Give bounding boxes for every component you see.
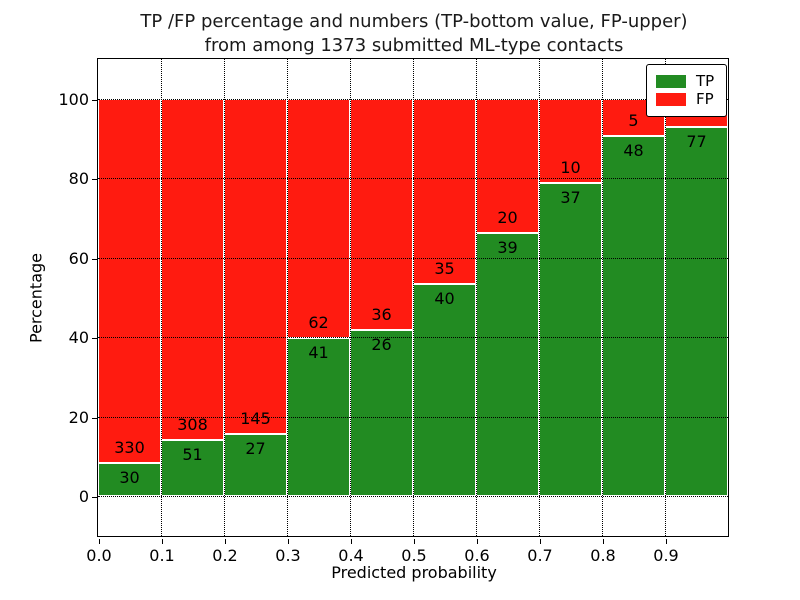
tp-count-label: 39 (497, 238, 518, 258)
y-tick-label: 20 (68, 407, 89, 427)
x-tick-label: 0.5 (401, 546, 427, 565)
y-tick-label: 80 (68, 169, 89, 189)
x-tick-mark (288, 539, 290, 544)
x-tick-label: 0.3 (275, 546, 301, 565)
x-tick-label: 0.6 (464, 546, 490, 565)
x-tick-label: 0.0 (86, 546, 112, 565)
tp-count-label: 51 (182, 444, 203, 464)
x-axis-label: Predicted probability (331, 563, 497, 582)
y-tick-mark (92, 179, 97, 181)
fp-bar-segment (413, 98, 476, 285)
vertical-gridline (287, 59, 288, 536)
tp-count-label: 26 (371, 334, 392, 354)
bars-layer (98, 59, 728, 536)
y-tick-mark (92, 497, 97, 499)
vertical-gridline (161, 59, 162, 536)
tp-count-label: 27 (245, 438, 266, 458)
y-tick-mark (92, 338, 97, 340)
fp-count-label: 10 (560, 158, 581, 178)
y-tick-mark (92, 99, 97, 101)
y-tick-label: 60 (68, 248, 89, 268)
vertical-gridline (224, 59, 225, 536)
x-tick-label: 0.8 (590, 546, 616, 565)
chart-title: TP /FP percentage and numbers (TP-bottom… (99, 10, 729, 58)
x-tick-label: 0.1 (149, 546, 175, 565)
x-tick-label: 0.7 (527, 546, 553, 565)
legend: TP FP (646, 64, 728, 117)
grid-layer (98, 59, 728, 536)
x-tick-mark (225, 539, 227, 544)
x-tick-label: 0.2 (212, 546, 238, 565)
x-tick-mark (351, 539, 353, 544)
x-tick-mark (414, 539, 416, 544)
plot-area: 3303030851145276241362635402039103754867… (97, 58, 729, 537)
vertical-gridline (602, 59, 603, 536)
tp-count-label: 48 (623, 141, 644, 161)
x-tick-mark (540, 539, 542, 544)
tp-count-label: 40 (434, 289, 455, 309)
vertical-gridline (665, 59, 666, 536)
fp-count-label: 36 (371, 304, 392, 324)
vertical-gridline (350, 59, 351, 536)
legend-label-fp: FP (696, 90, 714, 108)
x-tick-mark (162, 539, 164, 544)
x-tick-label: 0.4 (338, 546, 364, 565)
legend-item-fp: FP (656, 92, 714, 107)
y-tick-mark (92, 417, 97, 419)
fp-count-label: 5 (628, 111, 639, 131)
x-tick-mark (99, 539, 101, 544)
tp-bar-segment (98, 463, 161, 497)
y-tick-label: 40 (68, 328, 89, 348)
x-tick-mark (666, 539, 668, 544)
x-tick-label: 0.9 (653, 546, 679, 565)
fp-count-label: 145 (240, 408, 271, 428)
y-tick-mark (92, 258, 97, 260)
fp-count-label: 330 (114, 438, 145, 458)
tp-count-label: 37 (560, 188, 581, 208)
y-tick-label: 0 (78, 487, 89, 507)
vertical-gridline (476, 59, 477, 536)
tp-bar-segment (602, 136, 665, 497)
legend-item-tp: TP (656, 74, 714, 89)
tp-bar-segment (413, 284, 476, 497)
fp-count-label: 308 (177, 414, 208, 434)
x-tick-mark (477, 539, 479, 544)
chart-title-line2: from among 1373 submitted ML-type contac… (204, 35, 624, 56)
fp-color-swatch (656, 93, 686, 106)
fp-bar-segment (287, 98, 350, 339)
chart-title-line1: TP /FP percentage and numbers (TP-bottom… (140, 11, 688, 32)
bar-value-labels-layer: 3303030851145276241362635402039103754867… (98, 59, 728, 536)
fp-count-label: 20 (497, 208, 518, 228)
tp-count-label: 77 (686, 132, 707, 152)
fp-bar-segment (224, 98, 287, 434)
fp-count-label: 35 (434, 259, 455, 279)
tp-color-swatch (656, 75, 686, 88)
fp-bar-segment (476, 98, 539, 234)
fp-bar-segment (98, 98, 161, 464)
tp-count-label: 41 (308, 343, 329, 363)
y-tick-label: 100 (58, 89, 89, 109)
fp-bar-segment (161, 98, 224, 440)
vertical-gridline (539, 59, 540, 536)
legend-label-tp: TP (696, 72, 715, 90)
tp-bar-segment (665, 127, 728, 497)
tp-count-label: 30 (119, 468, 140, 488)
fp-bar-segment (350, 98, 413, 330)
x-tick-mark (603, 539, 605, 544)
fp-count-label: 62 (308, 313, 329, 333)
vertical-gridline (413, 59, 414, 536)
